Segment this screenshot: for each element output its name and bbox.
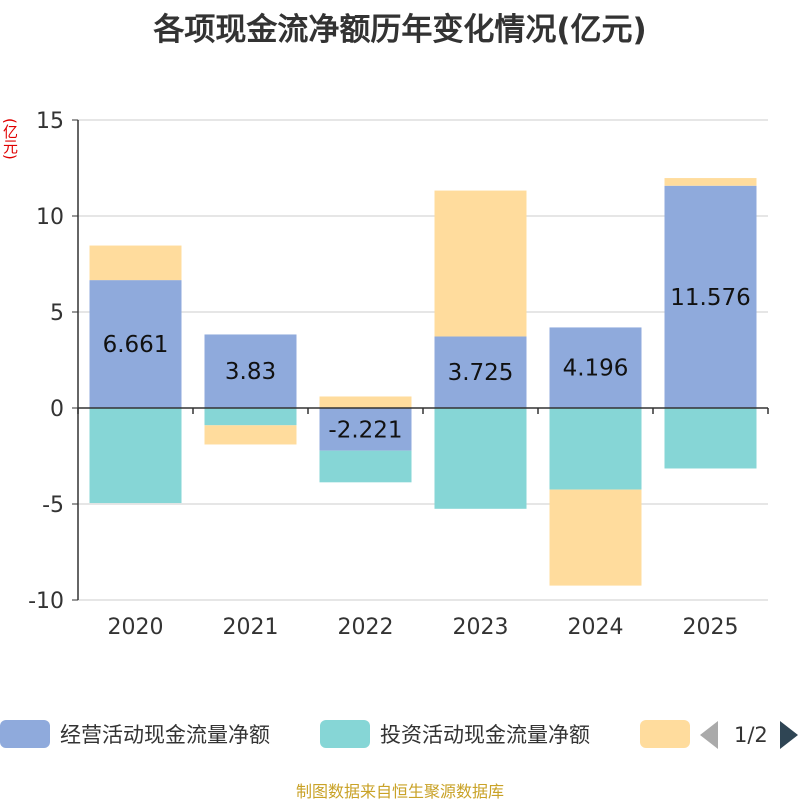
legend-swatch-operating bbox=[0, 720, 50, 748]
legend-pager: 1/2 bbox=[700, 718, 798, 752]
bar-operating bbox=[319, 408, 412, 451]
x-tick-label: 2020 bbox=[108, 615, 164, 640]
legend-item-investing[interactable]: 投资活动现金流量净额 bbox=[320, 716, 590, 752]
legend-swatch-financing bbox=[640, 720, 690, 748]
legend-item-operating[interactable]: 经营活动现金流量净额 bbox=[0, 716, 270, 752]
data-label: 6.661 bbox=[103, 332, 169, 358]
stacked-bar-chart: 15 10 5 0 -5 -10 6.661 3.83 -2.221 3.725 4.196 11.5… bbox=[28, 109, 769, 640]
x-tick-label: 2024 bbox=[568, 615, 624, 640]
y-tick-label: 5 bbox=[50, 301, 64, 326]
bar-financing bbox=[434, 190, 527, 337]
bar-investing bbox=[89, 408, 182, 504]
x-tick-label: 2023 bbox=[453, 615, 509, 640]
prev-page-icon[interactable] bbox=[700, 721, 718, 749]
bar-operating bbox=[204, 334, 297, 408]
bar-investing bbox=[319, 450, 412, 483]
legend-swatch-investing bbox=[320, 720, 370, 748]
bar-operating bbox=[89, 280, 182, 408]
y-tick-label: 0 bbox=[50, 397, 64, 422]
y-tick-label: 15 bbox=[36, 109, 64, 134]
legend-label-operating: 经营活动现金流量净额 bbox=[60, 723, 270, 747]
next-page-icon[interactable] bbox=[779, 721, 798, 749]
data-label: 4.196 bbox=[563, 356, 629, 382]
bar-investing bbox=[664, 408, 757, 469]
legend-label-investing: 投资活动现金流量净额 bbox=[380, 723, 590, 747]
x-tick-label: 2022 bbox=[338, 615, 394, 640]
data-label: 3.725 bbox=[448, 360, 514, 386]
bar-financing bbox=[204, 425, 297, 445]
data-source: 制图数据来自恒生聚源数据库 bbox=[295, 782, 504, 801]
bar-operating bbox=[549, 327, 642, 408]
bar-investing bbox=[204, 408, 297, 426]
bar-investing bbox=[434, 408, 527, 509]
legend-item-financing[interactable] bbox=[640, 716, 690, 752]
x-tick-label: 2021 bbox=[223, 615, 279, 640]
data-label: 11.576 bbox=[670, 285, 750, 311]
data-label: -2.221 bbox=[328, 417, 402, 443]
bar-financing bbox=[664, 178, 757, 186]
chart-title: 各项现金流净额历年变化情况(亿元) bbox=[153, 12, 647, 48]
y-tick-label: 10 bbox=[36, 205, 64, 230]
bar-operating bbox=[664, 185, 757, 408]
y-axis-unit: (亿元) bbox=[1, 118, 19, 160]
y-tick-label: -10 bbox=[28, 589, 64, 614]
bar-financing bbox=[319, 396, 412, 408]
legend: 经营活动现金流量净额 投资活动现金流量净额 bbox=[0, 716, 800, 752]
bar-investing bbox=[549, 408, 642, 490]
bar-financing bbox=[549, 489, 642, 586]
legend-page-indicator: 1/2 bbox=[734, 723, 768, 747]
data-label: 3.83 bbox=[225, 359, 276, 385]
y-tick-label: -5 bbox=[42, 493, 64, 518]
bar-operating bbox=[434, 336, 527, 408]
bar-financing bbox=[89, 245, 182, 281]
x-tick-label: 2025 bbox=[683, 615, 739, 640]
